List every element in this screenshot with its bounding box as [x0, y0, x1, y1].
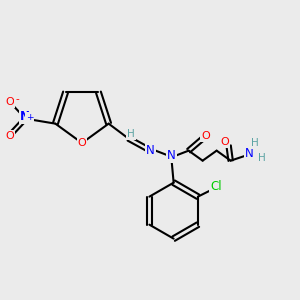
Text: Cl: Cl: [210, 180, 222, 193]
Text: H: H: [258, 153, 266, 163]
Text: O: O: [220, 137, 229, 147]
Text: O: O: [78, 138, 86, 148]
Text: O: O: [5, 131, 14, 141]
Text: H: H: [251, 138, 259, 148]
Text: N: N: [146, 144, 155, 157]
Text: N: N: [20, 110, 30, 123]
Text: O: O: [5, 97, 14, 107]
Text: -: -: [16, 94, 19, 104]
Text: O: O: [201, 131, 210, 141]
Text: N: N: [245, 147, 254, 160]
Text: N: N: [167, 149, 176, 162]
Text: H: H: [127, 129, 134, 139]
Text: +: +: [26, 113, 33, 122]
